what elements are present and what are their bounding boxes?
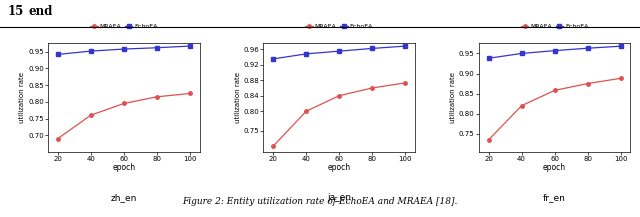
MRAEA (484, 138, 492, 141)
Text: end: end (29, 5, 53, 18)
Text: fr_en: fr_en (543, 193, 566, 202)
MRAEA (54, 137, 61, 140)
Line: EchoEA: EchoEA (56, 44, 191, 56)
EchoEA (120, 48, 127, 50)
MRAEA (302, 110, 310, 112)
Text: Figure 2: Entity utilization rate of EchoEA and MRAEA [18].: Figure 2: Entity utilization rate of Ech… (182, 197, 458, 206)
EchoEA (186, 45, 194, 47)
Line: MRAEA: MRAEA (56, 92, 191, 140)
EchoEA (302, 53, 310, 55)
EchoEA (153, 46, 161, 49)
Text: 15: 15 (8, 5, 24, 18)
EchoEA (401, 45, 409, 48)
EchoEA (551, 49, 559, 52)
MRAEA (87, 114, 95, 117)
EchoEA (518, 52, 525, 55)
EchoEA (269, 58, 277, 60)
MRAEA (120, 102, 127, 105)
Text: zh_en: zh_en (111, 193, 137, 202)
MRAEA (153, 95, 161, 98)
Y-axis label: utilization rate: utilization rate (450, 72, 456, 123)
MRAEA (551, 89, 559, 92)
Line: EchoEA: EchoEA (271, 44, 407, 61)
MRAEA (369, 87, 376, 89)
Legend: MRAEA, EchoEA: MRAEA, EchoEA (89, 23, 159, 31)
EchoEA (54, 53, 61, 56)
MRAEA (186, 92, 194, 95)
EchoEA (617, 45, 625, 48)
Legend: MRAEA, EchoEA: MRAEA, EchoEA (304, 23, 374, 31)
Line: EchoEA: EchoEA (487, 44, 622, 60)
MRAEA (269, 145, 277, 147)
X-axis label: epoch: epoch (543, 163, 566, 173)
EchoEA (584, 47, 591, 49)
MRAEA (401, 82, 409, 84)
EchoEA (335, 50, 343, 53)
X-axis label: epoch: epoch (328, 163, 351, 173)
Text: ja_en: ja_en (327, 193, 351, 202)
Y-axis label: utilization rate: utilization rate (19, 72, 26, 123)
EchoEA (369, 47, 376, 50)
MRAEA (518, 104, 525, 107)
MRAEA (335, 94, 343, 97)
Line: MRAEA: MRAEA (487, 77, 622, 141)
MRAEA (584, 82, 591, 85)
X-axis label: epoch: epoch (112, 163, 136, 173)
MRAEA (617, 77, 625, 80)
Y-axis label: utilization rate: utilization rate (235, 72, 241, 123)
Legend: MRAEA, EchoEA: MRAEA, EchoEA (520, 23, 589, 31)
EchoEA (484, 57, 492, 60)
Line: MRAEA: MRAEA (271, 81, 407, 148)
EchoEA (87, 50, 95, 52)
